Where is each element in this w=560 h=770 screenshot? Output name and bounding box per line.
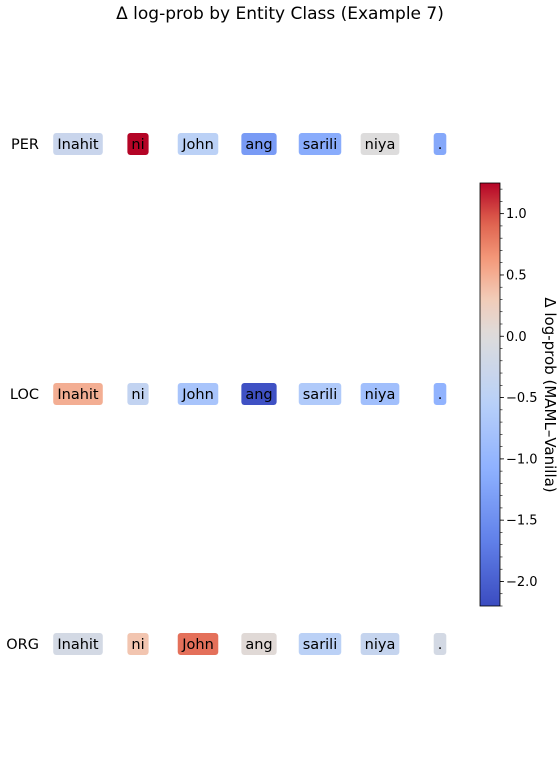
- token-cell: [433, 133, 447, 155]
- token-label: niya: [365, 137, 396, 153]
- token-cell: [298, 633, 342, 655]
- token-label: .: [438, 637, 443, 653]
- row-label: ORG: [6, 637, 39, 653]
- colorbar-tick-label: 1.0: [506, 207, 527, 222]
- token-label: Inahit: [57, 387, 99, 403]
- token-cell: [177, 633, 219, 655]
- token-label: Inahit: [57, 137, 99, 153]
- token-label: ang: [245, 137, 272, 153]
- token-cell: [177, 383, 219, 405]
- token-cell: [53, 633, 103, 655]
- token-label: sarili: [303, 387, 338, 403]
- token-cell: [298, 133, 342, 155]
- colorbar-gradient: [479, 182, 501, 607]
- token-label: .: [438, 137, 443, 153]
- token-cell: [241, 633, 277, 655]
- chart-title: Δ log-prob by Entity Class (Example 7): [116, 4, 444, 24]
- token-label: niya: [365, 387, 396, 403]
- token-cell: [360, 633, 400, 655]
- token-cell: [127, 133, 149, 155]
- token-label: sarili: [303, 137, 338, 153]
- token-label: ni: [131, 387, 144, 403]
- token-label: Inahit: [57, 637, 99, 653]
- token-cell: [298, 383, 342, 405]
- token-cell: [241, 133, 277, 155]
- token-cell: [53, 133, 103, 155]
- token-label: ang: [245, 387, 272, 403]
- entity-row-per: PER Inahit ni John ang sarili niya.: [11, 133, 447, 155]
- colorbar-tick-label: 0.0: [506, 330, 527, 345]
- token-cell: [433, 633, 447, 655]
- colorbar-tick-label: −0.5: [506, 391, 538, 406]
- token-label: John: [181, 637, 214, 653]
- entity-row-loc: LOC Inahit ni John ang sarili niya.: [10, 383, 447, 405]
- row-label: PER: [11, 137, 39, 153]
- token-label: John: [181, 387, 214, 403]
- token-cell: [177, 133, 219, 155]
- token-label: niya: [365, 637, 396, 653]
- token-label: John: [181, 137, 214, 153]
- colorbar-label: Δ log-prob (MAML–Vanilla): [541, 297, 559, 492]
- token-cell: [360, 133, 400, 155]
- colorbar-tick-label: 0.5: [506, 268, 527, 283]
- colorbar-tick-label: −1.5: [506, 514, 538, 529]
- token-label: ni: [131, 637, 144, 653]
- row-label: LOC: [10, 387, 39, 403]
- token-label: ang: [245, 637, 272, 653]
- token-label: .: [438, 387, 443, 403]
- entity-row-org: ORG Inahit ni John ang sarili niya.: [6, 633, 447, 655]
- token-label: sarili: [303, 637, 338, 653]
- token-rows: PER Inahit ni John ang sarili niya . LOC Inahit ni…: [6, 133, 447, 655]
- colorbar: −2.0 −1.5 −1.0 −0.5 0.0 0.5 1.0: [479, 182, 538, 607]
- token-cell: [360, 383, 400, 405]
- colorbar-tick-label: −1.0: [506, 452, 538, 467]
- token-cell: [53, 383, 103, 405]
- token-cell: [241, 383, 277, 405]
- token-cell: [127, 383, 149, 405]
- token-cell: [433, 383, 447, 405]
- token-label: ni: [131, 137, 144, 153]
- colorbar-tick-label: −2.0: [506, 575, 538, 590]
- token-cell: [127, 633, 149, 655]
